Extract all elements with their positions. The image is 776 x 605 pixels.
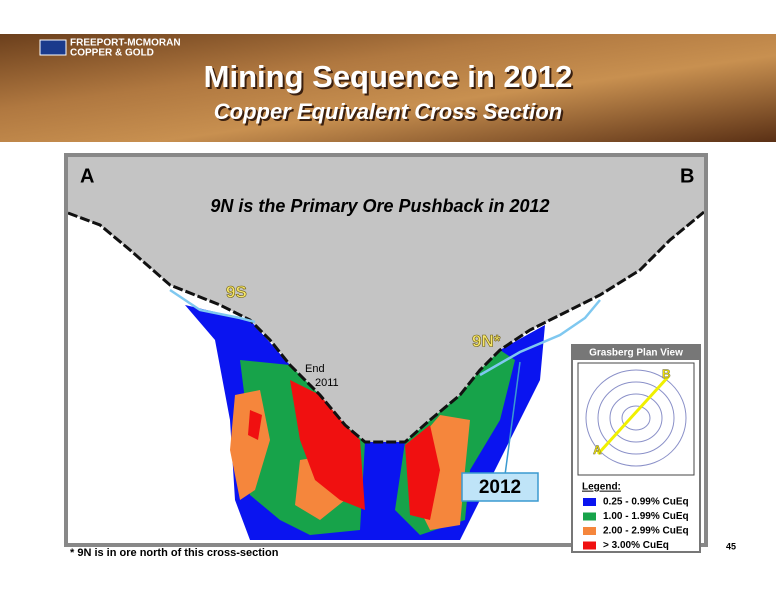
- legend-label: 2.00 - 2.99% CuEq: [603, 526, 689, 537]
- frame: [64, 153, 708, 547]
- end-year: 2011: [315, 377, 339, 389]
- label-9n: 9N*: [472, 331, 501, 350]
- footnote: * 9N is in ore north of this cross-secti…: [70, 547, 279, 559]
- end-label: End: [305, 363, 325, 375]
- title: Mining Sequence in 2012: [204, 59, 573, 94]
- inset-point-b: B: [662, 367, 671, 381]
- company-subname: COPPER & GOLD: [70, 48, 154, 59]
- pit-air: [68, 157, 704, 442]
- legend-title: Legend:: [582, 482, 621, 493]
- section-label-b: B: [680, 165, 694, 187]
- callout-line: [504, 361, 521, 476]
- page-number: 45: [726, 541, 736, 551]
- logo: [39, 39, 67, 56]
- inset: Grasberg Plan View A B Legend: 0.25 - 0.…: [571, 344, 701, 553]
- legend-swatch: [583, 541, 596, 550]
- header-band: [0, 34, 776, 142]
- year-box: [461, 472, 539, 502]
- inset-title-bar: [573, 346, 699, 360]
- ore-very-high: [248, 410, 262, 440]
- legend-swatch: [583, 498, 596, 506]
- company-name: FREEPORT-MCMORAN: [70, 38, 181, 49]
- pit-contour: [597, 381, 675, 455]
- year-box-label: 2012: [479, 477, 521, 498]
- pit-contour: [609, 393, 663, 443]
- subtitle-shadow: Copper Equivalent Cross Section: [216, 101, 564, 126]
- inset-title: Grasberg Plan View: [589, 348, 683, 359]
- legend-label: > 3.00% CuEq: [603, 540, 669, 551]
- legend-label: 1.00 - 1.99% CuEq: [603, 511, 689, 522]
- pit-profile: [67, 210, 705, 444]
- legend: 0.25 - 0.99% CuEq 1.00 - 1.99% CuEq 2.00 -…: [583, 497, 689, 551]
- pit-contour: [621, 405, 651, 431]
- legend-swatch: [583, 527, 596, 535]
- sequence-line-9s: [169, 288, 256, 324]
- subtitle: Copper Equivalent Cross Section: [214, 99, 562, 124]
- legend-swatch: [583, 512, 596, 521]
- title-shadow: Mining Sequence in 2012: [206, 61, 575, 96]
- inset-map: [577, 362, 695, 476]
- headline: 9N is the Primary Ore Pushback in 2012: [210, 196, 549, 216]
- section-line: [596, 375, 670, 456]
- sequence-line-9n: [479, 299, 601, 377]
- label-9s: 9S: [226, 282, 247, 301]
- ore-very-high: [290, 380, 365, 510]
- pit-contour: [585, 369, 687, 467]
- legend-label: 0.25 - 0.99% CuEq: [603, 497, 689, 508]
- inset-point-a: A: [593, 443, 602, 457]
- cross-section: A B 9N is the Primary Ore Pushback in 20…: [64, 153, 708, 547]
- ore-very-high: [405, 425, 440, 520]
- section-label-a: A: [80, 165, 94, 187]
